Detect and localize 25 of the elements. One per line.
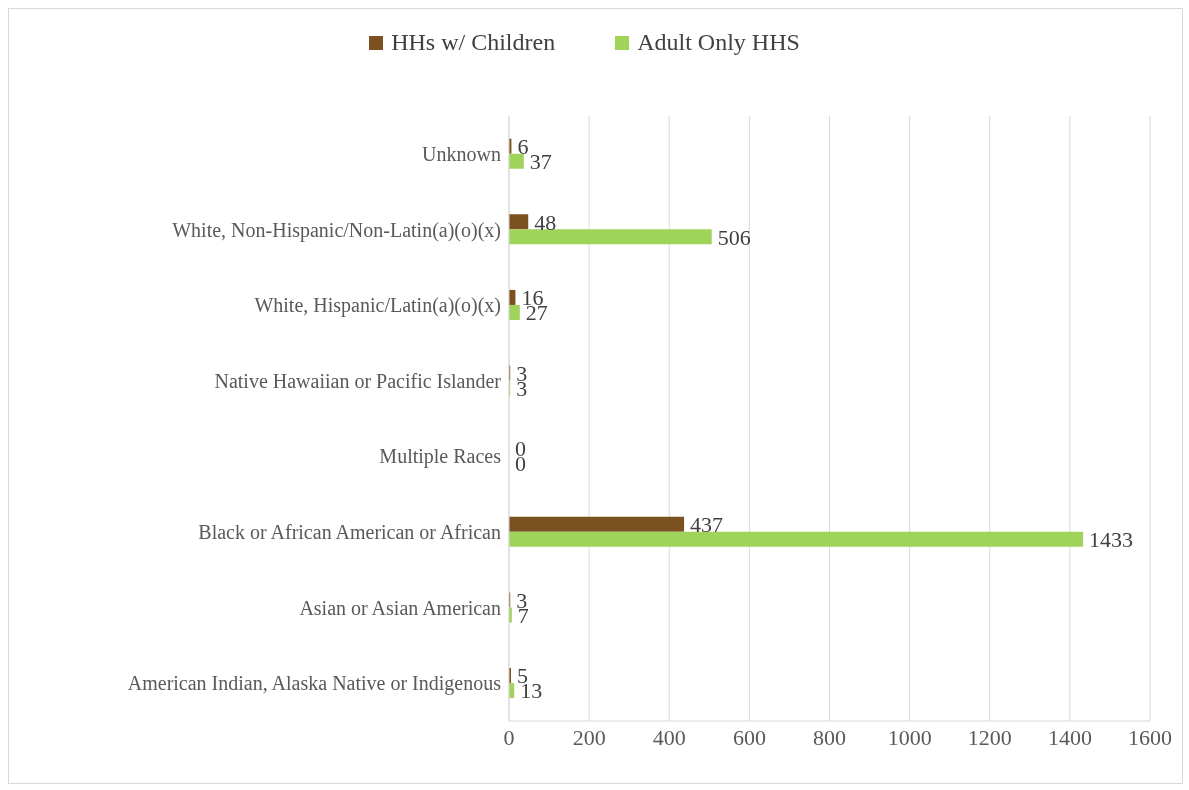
- data-label: 1433: [1089, 527, 1134, 553]
- x-tick-label: 1600: [1128, 724, 1172, 750]
- data-label: 37: [529, 149, 552, 174]
- y-tick-label: Multiple Races: [379, 445, 502, 469]
- y-tick-label: Asian or Asian American: [299, 596, 501, 619]
- y-tick-label: White, Non-Hispanic/Non-Latin(a)(o)(x): [172, 218, 501, 242]
- y-tick-label: Black or African American or African: [198, 521, 501, 544]
- y-tick-label: American Indian, Alaska Native or Indigenous: [127, 672, 502, 696]
- data-label: 506: [717, 224, 751, 250]
- legend-label: Adult Only HHS: [636, 29, 800, 56]
- y-tick-label: Unknown: [422, 142, 501, 165]
- x-tick-label: 1400: [1047, 724, 1092, 750]
- legend-label: HHs w/ Children: [390, 29, 556, 56]
- data-label: 437: [690, 512, 724, 538]
- data-label: 48: [534, 209, 557, 235]
- x-tick-label: 400: [652, 724, 686, 750]
- x-tick-label: 0: [503, 724, 515, 750]
- y-tick-label: Native Hawaiian or Pacific Islander: [214, 369, 502, 392]
- x-tick-label: 1200: [967, 724, 1012, 750]
- x-tick-label: 200: [572, 724, 606, 750]
- y-tick-label: White, Hispanic/Latin(a)(o)(x): [254, 294, 501, 318]
- data-label: 6: [517, 134, 529, 159]
- x-tick-label: 800: [813, 724, 846, 750]
- x-tick-label: 600: [732, 724, 766, 750]
- x-tick-label: 1000: [887, 724, 932, 750]
